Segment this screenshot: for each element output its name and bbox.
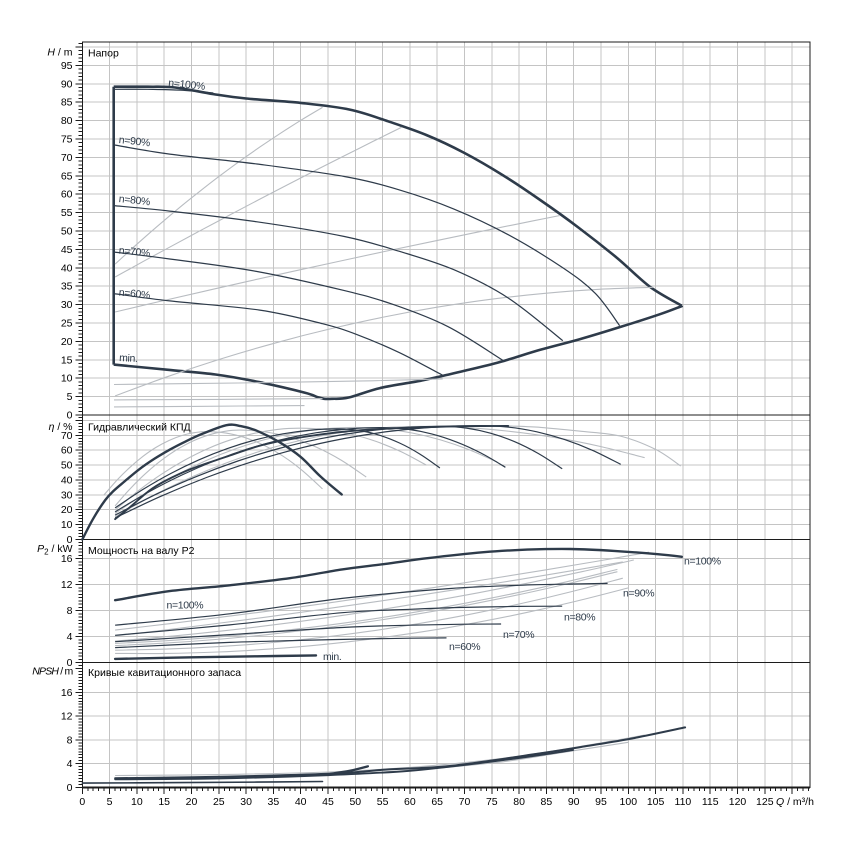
svg-text:30: 30: [61, 489, 73, 501]
svg-text:40: 40: [61, 262, 73, 274]
svg-text:12: 12: [61, 579, 73, 591]
svg-text:60: 60: [61, 445, 73, 457]
svg-text:45: 45: [61, 244, 73, 256]
svg-text:45: 45: [322, 796, 334, 808]
svg-text:30: 30: [240, 796, 252, 808]
svg-text:min.: min.: [119, 352, 138, 365]
svg-text:110: 110: [675, 796, 692, 808]
svg-text:0: 0: [67, 410, 73, 422]
svg-text:0: 0: [67, 782, 73, 794]
svg-text:70: 70: [61, 430, 73, 442]
svg-text:n=80%: n=80%: [118, 193, 150, 208]
svg-text:0: 0: [79, 796, 85, 808]
svg-text:P2 / kW: P2 / kW: [37, 543, 72, 557]
svg-text:H / m: H / m: [47, 47, 72, 59]
svg-text:Напор: Напор: [88, 48, 119, 60]
svg-text:90: 90: [568, 796, 580, 808]
svg-text:105: 105: [647, 796, 665, 808]
svg-text:10: 10: [61, 373, 73, 385]
svg-text:n=100%: n=100%: [167, 600, 204, 612]
svg-text:95: 95: [595, 796, 607, 808]
svg-text:40: 40: [61, 475, 73, 487]
svg-text:70: 70: [61, 152, 73, 164]
svg-text:20: 20: [61, 504, 73, 516]
svg-text:25: 25: [213, 796, 225, 808]
svg-text:120: 120: [729, 796, 747, 808]
svg-text:115: 115: [702, 796, 719, 808]
svg-text:n=100%: n=100%: [684, 556, 721, 568]
svg-text:5: 5: [67, 391, 73, 403]
svg-text:30: 30: [61, 299, 73, 311]
svg-text:n=60%: n=60%: [118, 287, 150, 302]
svg-text:80: 80: [513, 796, 525, 808]
svg-text:4: 4: [67, 631, 73, 643]
svg-text:20: 20: [61, 336, 73, 348]
svg-text:90: 90: [61, 78, 73, 90]
svg-text:n=90%: n=90%: [623, 588, 654, 600]
svg-text:10: 10: [61, 519, 73, 531]
svg-text:25: 25: [61, 318, 73, 330]
svg-text:20: 20: [186, 796, 198, 808]
svg-text:95: 95: [61, 60, 73, 72]
svg-text:n=90%: n=90%: [118, 134, 150, 149]
svg-text:85: 85: [541, 796, 553, 808]
svg-text:10: 10: [131, 796, 143, 808]
svg-text:min.: min.: [323, 651, 341, 663]
svg-text:Мощность на валу P2: Мощность на валу P2: [88, 545, 195, 557]
svg-text:16: 16: [61, 553, 73, 565]
svg-text:Q / m³/h: Q / m³/h: [776, 796, 814, 808]
svg-text:Кривые кавитационного запаса: Кривые кавитационного запаса: [88, 667, 241, 679]
svg-text:NPSH / m: NPSH / m: [32, 666, 73, 678]
svg-text:50: 50: [61, 460, 73, 472]
svg-text:55: 55: [61, 207, 73, 219]
svg-text:0: 0: [67, 657, 73, 669]
svg-text:Гидравлический КПД: Гидравлический КПД: [88, 422, 191, 434]
svg-text:12: 12: [61, 711, 73, 723]
svg-text:8: 8: [67, 734, 73, 746]
svg-text:100: 100: [620, 796, 638, 808]
svg-text:125: 125: [756, 796, 774, 808]
svg-text:5: 5: [107, 796, 113, 808]
svg-text:n=80%: n=80%: [564, 612, 595, 624]
svg-text:55: 55: [377, 796, 389, 808]
svg-text:50: 50: [61, 226, 73, 238]
svg-text:n=100%: n=100%: [168, 77, 206, 93]
svg-text:n=70%: n=70%: [503, 629, 534, 641]
svg-text:η / %: η / %: [49, 421, 73, 433]
svg-text:60: 60: [404, 796, 416, 808]
svg-text:85: 85: [61, 97, 73, 109]
svg-text:50: 50: [349, 796, 361, 808]
svg-text:n=60%: n=60%: [449, 641, 480, 653]
svg-text:65: 65: [431, 796, 443, 808]
svg-text:40: 40: [295, 796, 307, 808]
svg-text:n=70%: n=70%: [118, 245, 150, 260]
svg-text:35: 35: [268, 796, 280, 808]
svg-text:70: 70: [459, 796, 471, 808]
svg-text:0: 0: [67, 534, 73, 546]
svg-text:35: 35: [61, 281, 73, 293]
svg-text:16: 16: [61, 687, 73, 699]
svg-text:15: 15: [158, 796, 170, 808]
svg-text:60: 60: [61, 189, 73, 201]
svg-text:65: 65: [61, 170, 73, 182]
svg-text:8: 8: [67, 605, 73, 617]
svg-text:75: 75: [486, 796, 498, 808]
svg-text:75: 75: [61, 134, 73, 146]
svg-text:80: 80: [61, 115, 73, 127]
svg-text:15: 15: [61, 354, 73, 366]
svg-text:4: 4: [67, 758, 73, 770]
